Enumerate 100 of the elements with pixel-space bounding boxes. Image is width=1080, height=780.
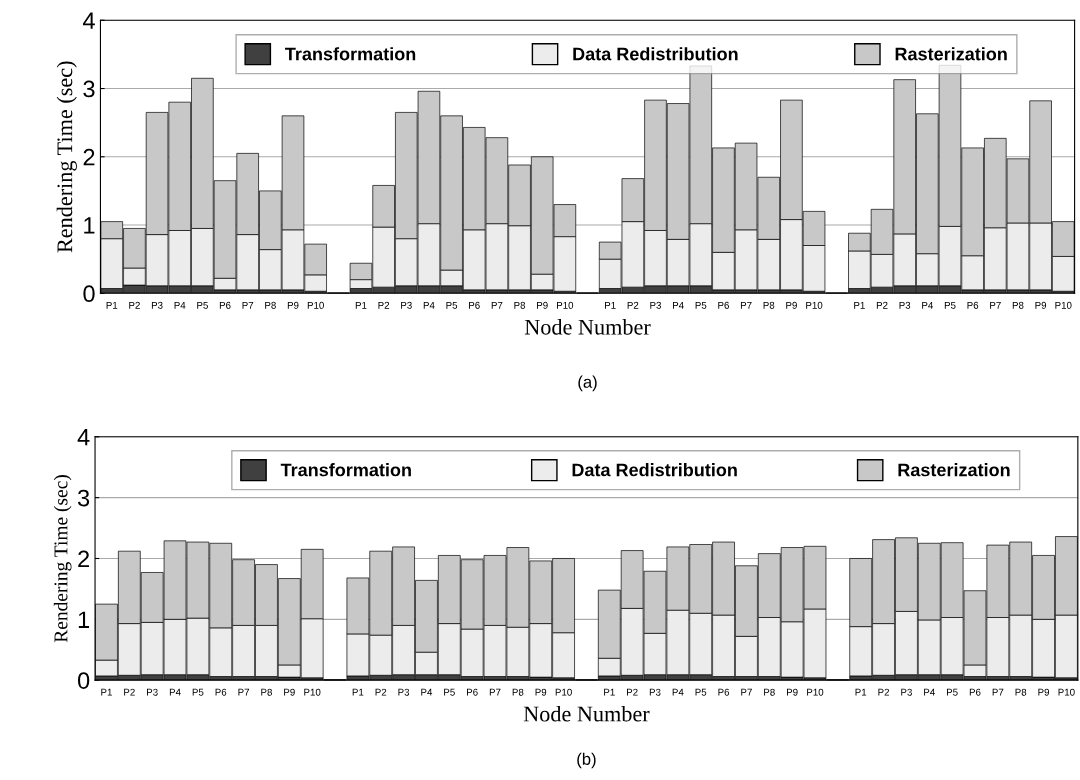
legend-label: Rasterization (895, 47, 1007, 61)
x-tick-label: P3 (398, 688, 410, 696)
x-tick-label: P6 (718, 301, 729, 309)
x-tick-label: P6 (215, 688, 227, 696)
x-tick-label: P9 (786, 301, 797, 309)
x-tick-label: P7 (741, 688, 752, 696)
x-tick-label: P4 (174, 301, 186, 309)
x-tick-label: P7 (992, 688, 1004, 696)
x-tick-label: P9 (1038, 688, 1050, 696)
x-tick-label: P4 (672, 688, 684, 696)
x-tick-label: P8 (763, 301, 775, 309)
x-axis-title: Node Number (524, 319, 651, 335)
x-tick-label: P4 (421, 688, 433, 696)
x-tick-label: P10 (807, 688, 824, 696)
x-tick-label: P5 (946, 688, 958, 696)
y-tick-label: 1 (78, 611, 90, 628)
x-axis-title: Node Number (523, 705, 650, 722)
x-tick-label: P8 (261, 688, 272, 696)
x-tick-label: P1 (605, 301, 616, 309)
x-tick-label: P10 (806, 301, 823, 309)
x-tick-label: P1 (352, 688, 364, 696)
y-tick-label: 2 (78, 550, 89, 568)
x-tick-label: P1 (355, 301, 367, 309)
x-tick-label: P5 (444, 688, 455, 696)
x-tick-label: P4 (924, 688, 935, 696)
x-tick-label: P6 (469, 301, 480, 309)
x-tick-label: P5 (192, 688, 204, 696)
x-tick-label: P8 (512, 688, 524, 696)
x-tick-label: P3 (401, 301, 412, 309)
x-tick-label: P2 (627, 301, 639, 309)
x-tick-label: P8 (764, 688, 775, 696)
x-tick-label: P2 (124, 688, 135, 696)
x-tick-label: P2 (375, 688, 387, 696)
x-tick-label: P5 (197, 301, 208, 309)
x-tick-label: P1 (106, 301, 118, 309)
legend-label: Data Redistribution (573, 47, 738, 61)
x-tick-label: P3 (147, 688, 158, 696)
x-tick-label: P1 (101, 688, 112, 696)
x-tick-label: P3 (901, 688, 912, 696)
x-tick-label: P7 (242, 301, 254, 309)
x-tick-label: P10 (307, 301, 324, 309)
x-tick-label: P7 (740, 301, 752, 309)
x-tick-label: P8 (265, 301, 276, 309)
x-tick-label: P2 (876, 301, 888, 309)
x-tick-label: P9 (1035, 301, 1047, 309)
x-tick-label: P3 (899, 301, 911, 309)
y-tick-label: 2 (83, 148, 95, 166)
y-axis-title: Rendering Time (sec) (56, 61, 77, 253)
x-tick-label: P9 (537, 301, 548, 309)
x-tick-label: P5 (944, 301, 956, 309)
x-tick-label: P6 (718, 688, 730, 696)
x-tick-label: P3 (650, 301, 661, 309)
x-tick-label: P9 (786, 688, 798, 696)
legend-label: Transformation (285, 47, 416, 61)
x-tick-label: P3 (649, 688, 661, 696)
y-tick-label: 0 (77, 672, 90, 689)
x-tick-label: P6 (467, 688, 478, 696)
x-tick-label: P2 (627, 688, 638, 696)
y-tick-label: 4 (77, 429, 90, 446)
x-tick-label: P10 (1055, 301, 1072, 309)
x-tick-label: P10 (304, 688, 321, 696)
text: (a) (578, 375, 597, 392)
x-tick-label: P2 (878, 688, 890, 696)
x-tick-label: P8 (1012, 301, 1024, 309)
text: (b) (577, 752, 596, 769)
y-axis-title: Rendering Time (sec) (53, 475, 72, 643)
y-tick-label: 1 (84, 217, 95, 234)
x-tick-label: P10 (557, 301, 574, 309)
y-tick-label: 3 (77, 489, 90, 507)
x-tick-label: P6 (969, 688, 981, 696)
x-tick-label: P10 (555, 688, 572, 696)
y-tick-label: 0 (83, 285, 95, 303)
x-tick-label: P1 (855, 688, 867, 696)
x-tick-label: P7 (489, 688, 501, 696)
x-tick-label: P9 (284, 688, 295, 696)
x-tick-label: P4 (672, 301, 684, 309)
x-tick-label: P5 (695, 301, 707, 309)
x-tick-label: P7 (238, 688, 250, 696)
x-tick-label: P7 (990, 301, 1001, 309)
x-tick-label: P6 (967, 301, 979, 309)
x-tick-label: P5 (695, 688, 707, 696)
x-tick-label: P7 (491, 301, 503, 309)
y-tick-label: 3 (83, 80, 95, 98)
x-tick-label: P2 (378, 301, 390, 309)
legend-label: Rasterization (898, 463, 1010, 477)
x-tick-label: P1 (854, 301, 865, 309)
legend-label: Data Redistribution (572, 463, 737, 477)
x-tick-label: P2 (129, 301, 140, 309)
x-tick-label: P1 (604, 688, 615, 696)
x-tick-label: P4 (423, 301, 435, 309)
legend-label: Transformation (280, 463, 411, 477)
y-tick-label: 4 (82, 12, 95, 29)
x-tick-label: P8 (1015, 688, 1027, 696)
x-tick-label: P4 (922, 301, 933, 309)
x-tick-label: P4 (169, 688, 181, 696)
x-tick-label: P9 (535, 688, 547, 696)
x-tick-label: P10 (1058, 688, 1075, 696)
x-tick-label: P5 (446, 301, 458, 309)
x-tick-label: P3 (151, 301, 163, 309)
x-tick-label: P8 (514, 301, 526, 309)
